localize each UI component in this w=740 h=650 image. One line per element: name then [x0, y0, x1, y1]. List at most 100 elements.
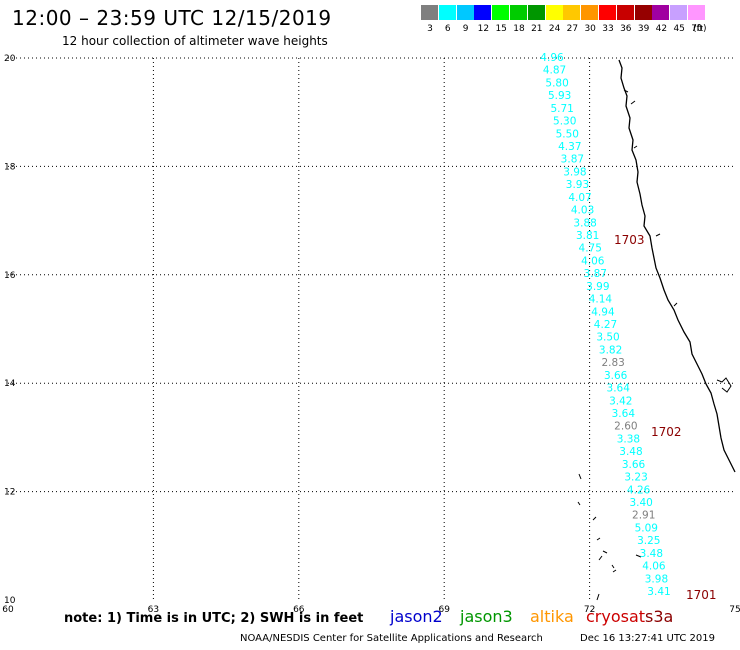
legend-swatch [634, 5, 652, 20]
swh-value: 3.99 [586, 281, 609, 293]
track-time-labels: 1703 1702 1701 [614, 233, 717, 602]
lon-tick-label: 69 [438, 605, 450, 615]
swh-value: 4.96 [540, 52, 564, 64]
lon-tick-label: 72 [584, 605, 595, 615]
legend-label: 45 [673, 24, 685, 34]
satellite-label: altika [530, 607, 574, 626]
swh-value: 2.83 [601, 357, 624, 369]
swh-value: 3.40 [629, 497, 652, 509]
swh-value: 3.23 [624, 472, 647, 484]
time-label: 1701 [686, 588, 717, 602]
swh-value: 3.66 [604, 370, 628, 382]
lon-tick-label: 60 [2, 605, 14, 615]
swh-value: 4.03 [571, 205, 594, 217]
time-label: 1702 [651, 425, 682, 439]
satellite-label: s3a [645, 607, 674, 626]
swh-value: 5.30 [553, 116, 576, 128]
india-west-coastline [618, 59, 736, 473]
legend-label: 9 [462, 24, 469, 34]
axis-tick-labels: 60 63 66 69 72 75 10 12 14 16 18 20 [2, 54, 740, 615]
coastline [577, 59, 736, 601]
swh-value: 3.50 [596, 332, 619, 344]
swh-value: 4.26 [627, 484, 651, 496]
timestamp: Dec 16 13:27:41 UTC 2019 [580, 633, 715, 644]
legend-swatch [581, 5, 599, 20]
legend-label: 15 [495, 24, 507, 34]
swh-value: 3.25 [637, 535, 660, 547]
swh-value: 3.98 [563, 166, 586, 178]
map-subtitle: 12 hour collection of altimeter wave hei… [62, 34, 328, 48]
swh-value: 3.98 [645, 573, 668, 585]
swh-value: 4.37 [558, 141, 581, 153]
swh-value: 3.87 [584, 268, 607, 280]
legend-swatch [474, 5, 492, 20]
legend-label: 6 [444, 24, 451, 34]
swh-value: 3.48 [619, 446, 642, 458]
lakshadweep-islands [577, 473, 642, 601]
legend-label: 3 [427, 24, 433, 34]
swh-value: 3.88 [573, 217, 596, 229]
legend-label: 12 [477, 24, 490, 34]
satellite-label: jason2 [390, 607, 443, 626]
swh-value: 3.66 [622, 459, 646, 471]
legend-swatch [616, 5, 634, 20]
lat-lon-grid [8, 57, 735, 600]
swh-value: 2.60 [614, 421, 637, 433]
legend-swatch [438, 5, 456, 20]
swh-value: 3.41 [647, 586, 670, 598]
legend-label: 30 [584, 24, 596, 34]
legend-swatch [545, 5, 563, 20]
lon-tick-label: 66 [293, 605, 305, 615]
lat-tick-label: 18 [4, 162, 16, 172]
coast-detail [623, 89, 732, 393]
legend-swatch [456, 5, 474, 20]
legend-label: 70 [691, 24, 703, 34]
lat-tick-label: 20 [4, 54, 16, 64]
swh-value: 3.64 [612, 408, 636, 420]
lat-tick-label: 16 [4, 271, 16, 281]
map-title: 12:00 – 23:59 UTC 12/15/2019 [12, 6, 332, 30]
satellite-label: jason3 [460, 607, 513, 626]
legend-swatch [492, 5, 510, 20]
footnote: note: 1) Time is in UTC; 2) SWH is in fe… [64, 611, 364, 626]
legend-label: 36 [620, 24, 632, 34]
legend-label: 27 [566, 24, 579, 34]
swh-value: 3.82 [599, 344, 622, 356]
swh-value: 4.07 [568, 192, 591, 204]
legend-swatch [563, 5, 581, 20]
lat-tick-label: 14 [4, 379, 16, 389]
legend-swatch [688, 5, 705, 20]
swh-value: 4.94 [591, 306, 615, 318]
swh-value: 5.09 [635, 522, 658, 534]
lat-tick-label: 10 [4, 596, 16, 606]
swh-value: 4.27 [594, 319, 617, 331]
swh-value: 4.14 [589, 294, 613, 306]
legend-label: 24 [548, 24, 561, 34]
swh-value: 5.50 [556, 128, 579, 140]
legend-unit: (ft) [693, 24, 707, 34]
swh-value: 4.87 [543, 65, 566, 77]
swh-value: 3.64 [607, 383, 631, 395]
swh-value: 4.06 [642, 561, 666, 573]
legend-label: 33 [602, 24, 614, 34]
swh-value: 3.87 [561, 154, 584, 166]
lon-tick-label: 63 [148, 605, 159, 615]
swh-value: 5.93 [548, 90, 571, 102]
swh-value: 2.91 [632, 510, 655, 522]
legend-swatch [652, 5, 670, 20]
lon-tick-label: 75 [729, 605, 740, 615]
swh-value: 3.81 [576, 230, 599, 242]
legend-swatch [527, 5, 545, 20]
credit-text: NOAA/NESDIS Center for Satellite Applica… [240, 633, 543, 644]
legend-label: 42 [655, 24, 668, 34]
swh-value: 5.71 [550, 103, 573, 115]
legend-label: 21 [531, 24, 543, 34]
swh-value: 5.80 [545, 77, 568, 89]
swh-value: 3.42 [609, 395, 632, 407]
lat-tick-label: 12 [4, 488, 15, 498]
satellite-label: cryosat [586, 607, 646, 626]
legend-swatch [421, 5, 438, 20]
legend-swatch [599, 5, 616, 20]
swh-value: 3.48 [640, 548, 663, 560]
